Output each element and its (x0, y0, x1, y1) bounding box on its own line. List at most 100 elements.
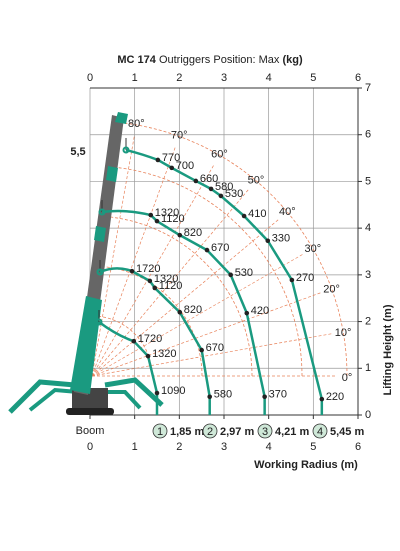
boom-number: 2 (207, 426, 213, 438)
x-top-tick-label: 6 (355, 72, 361, 84)
load-point (241, 213, 247, 219)
angle-line (91, 291, 323, 377)
angle-line (91, 134, 135, 377)
load-point (145, 353, 151, 359)
load-label: 660 (200, 173, 218, 185)
load-label: 1320 (154, 273, 178, 285)
load-point (208, 186, 214, 192)
load-point (244, 310, 250, 316)
boom-section (94, 226, 106, 242)
angle-label: 30° (305, 243, 322, 255)
load-label: 1720 (136, 263, 160, 275)
angle-label: 20° (323, 284, 340, 296)
boom-length: 5,45 m (330, 426, 364, 438)
title-unit: (kg) (282, 54, 303, 66)
load-label: 530 (235, 267, 253, 279)
angle-arc (105, 216, 253, 377)
grid (89, 87, 362, 419)
x-top-tick-label: 0 (87, 72, 93, 84)
load-curve (149, 214, 266, 398)
x-tick-label: 0 (87, 441, 93, 453)
boom-length: 1,85 m (170, 426, 204, 438)
load-label: 670 (211, 242, 229, 254)
angle-label: 50° (248, 174, 265, 186)
load-label: 1090 (161, 385, 185, 397)
y-tick-label: 2 (365, 315, 371, 327)
load-label: 370 (269, 389, 287, 401)
load-point (129, 268, 135, 274)
load-point (262, 394, 267, 400)
load-label: 770 (162, 152, 180, 164)
load-label: 1720 (138, 333, 162, 345)
load-label: 420 (251, 305, 269, 317)
load-label: 1120 (159, 280, 183, 292)
load-label: 670 (206, 342, 224, 354)
load-point (152, 285, 158, 291)
curve-lead (125, 148, 159, 162)
boom-number-badge (152, 423, 168, 439)
x-tick-label: 5 (310, 441, 316, 453)
load-point (155, 157, 161, 163)
angle-line (91, 253, 305, 377)
curve-lead (101, 209, 152, 217)
boom-length: 4,21 m (275, 426, 309, 438)
y-tick-label: 7 (365, 82, 371, 94)
boom-number-badge (257, 423, 273, 439)
chart-title: MC 174 Outriggers Position: Max (kg) (117, 54, 303, 66)
outrigger (28, 387, 79, 412)
load-point (154, 390, 160, 396)
angle-label: 40° (279, 206, 296, 218)
angle-label: 0° (342, 372, 353, 384)
curve-lead (98, 321, 135, 343)
load-label: 1320 (155, 207, 179, 219)
y-tick-label: 4 (365, 222, 371, 234)
load-point (148, 212, 154, 218)
load-label: 410 (248, 208, 266, 220)
load-label: 820 (184, 304, 202, 316)
y-axis-title: Lifting Height (m) (382, 304, 394, 395)
outrigger (104, 377, 164, 407)
curve-lead (99, 267, 133, 274)
x-top-tick-label: 5 (310, 72, 316, 84)
load-label: 1120 (161, 213, 185, 225)
angle-line (91, 188, 250, 377)
load-label: 700 (176, 160, 194, 172)
boom-section (106, 166, 118, 182)
x-top-tick-label: 1 (132, 72, 138, 84)
load-point (169, 165, 175, 171)
boom-number-badge (312, 423, 328, 439)
boom-tip (115, 112, 128, 124)
x-axis-title: Working Radius (m) (254, 459, 358, 471)
load-point (177, 232, 183, 238)
load-point (199, 347, 204, 353)
angle-line (91, 163, 215, 377)
boom-number: 1 (157, 426, 163, 438)
x-top-tick-label: 3 (221, 72, 227, 84)
load-label: 580 (214, 389, 232, 401)
load-point (289, 277, 295, 283)
boom-label: Boom (76, 425, 105, 437)
load-point (193, 178, 199, 184)
load-label: 580 (215, 181, 233, 193)
x-tick-label: 2 (176, 441, 182, 453)
boom-length: 2,97 m (220, 426, 254, 438)
title-text: Outriggers Position: Max (159, 54, 280, 66)
load-point (218, 193, 224, 199)
load-point (147, 278, 153, 284)
angle-label: 80° (128, 118, 145, 130)
angle-line (91, 145, 177, 377)
angle-line (91, 333, 334, 377)
load-label: 530 (225, 188, 243, 200)
load-point (319, 396, 325, 402)
x-tick-label: 3 (221, 441, 227, 453)
load-label: 330 (272, 233, 290, 245)
load-label: 220 (326, 391, 344, 403)
angle-arc (110, 166, 303, 377)
load-point (228, 272, 233, 278)
load-point (154, 218, 160, 224)
load-curve (131, 270, 211, 397)
load-point (204, 247, 210, 253)
y-tick-label: 1 (365, 362, 371, 374)
load-point (131, 338, 137, 344)
angle-label: 10° (335, 327, 352, 339)
